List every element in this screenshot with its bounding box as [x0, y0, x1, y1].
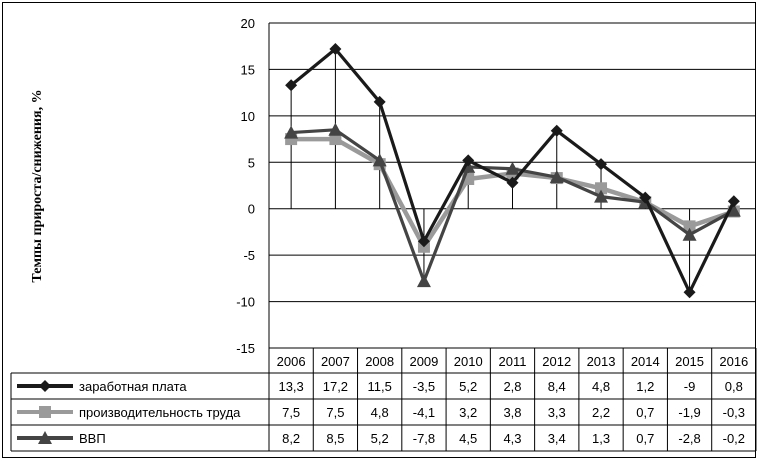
- table-cell-value: 2,8: [503, 379, 521, 394]
- data-point: [284, 125, 299, 139]
- table-cell-value: 7,5: [282, 405, 300, 420]
- table-cell-value: 4,5: [459, 431, 477, 446]
- data-point: [373, 95, 386, 108]
- table-cell-value: 13,3: [278, 379, 303, 394]
- data-table: 2006 2007 2008 2009 2010 2011 2012 2013 2014 2015…: [10, 347, 757, 452]
- data-point: [506, 176, 519, 189]
- table-cell-value: -9: [684, 379, 696, 394]
- table-cell-value: 0,8: [725, 379, 743, 394]
- table-cell-value: -7,8: [413, 431, 435, 446]
- data-point: [328, 122, 343, 136]
- y-tick-label: 20: [241, 16, 255, 31]
- y-tick-label: -10: [236, 295, 255, 310]
- table-cell-value: -2,8: [678, 431, 700, 446]
- data-point: [683, 286, 696, 299]
- data-point: [285, 79, 298, 92]
- table-cell-value: 3,8: [503, 405, 521, 420]
- x-category-label: 2015: [675, 354, 704, 369]
- table-cell-value: 0,7: [636, 431, 654, 446]
- table-cell-value: 7,5: [326, 405, 344, 420]
- table-cell-value: 4,3: [503, 431, 521, 446]
- table-cell-value: 3,2: [459, 405, 477, 420]
- x-category-label: 2016: [719, 354, 748, 369]
- data-point: [683, 220, 696, 233]
- legend-series-name: производительность труда: [79, 405, 241, 420]
- legend-marker: [39, 406, 51, 418]
- data-point: [372, 153, 387, 167]
- legend-marker: [38, 431, 52, 444]
- table-cell-value: 8,5: [326, 431, 344, 446]
- table-cell-value: 8,2: [282, 431, 300, 446]
- data-point: [416, 274, 431, 288]
- y-axis-label: Темпы прироста/снижения, %: [30, 89, 45, 282]
- x-category-label: 2008: [365, 354, 394, 369]
- data-point: [329, 43, 342, 55]
- y-tick-label: 15: [241, 62, 255, 77]
- y-tick-label: 0: [248, 202, 255, 217]
- x-category-label: 2007: [321, 354, 350, 369]
- legend-series-name: ВВП: [79, 431, 106, 446]
- x-category-label: 2014: [631, 354, 660, 369]
- table-cell-value: 1,3: [592, 431, 610, 446]
- table-cell-value: -1,9: [678, 405, 700, 420]
- table-cell-value: 2,2: [592, 405, 610, 420]
- table-cell-value: 11,5: [368, 379, 392, 394]
- table-cell-value: 3,3: [548, 405, 566, 420]
- x-category-label: 2010: [454, 354, 483, 369]
- data-point: [594, 189, 609, 203]
- table-cell-value: 8,4: [548, 379, 566, 394]
- data-point: [417, 235, 430, 248]
- data-point: [595, 182, 608, 195]
- table-cell-value: -4,1: [413, 405, 435, 420]
- data-point: [727, 195, 740, 208]
- data-point: [462, 154, 475, 167]
- y-axis-ticks: 20 15 10 5 0 -5 -10 -15: [236, 16, 255, 356]
- legend-marker: [39, 380, 51, 392]
- table-cell-value: 17,2: [323, 379, 348, 394]
- table-cell-value: 5,2: [459, 379, 477, 394]
- table-cell-value: 0,7: [636, 405, 654, 420]
- data-point: [682, 227, 697, 241]
- series-group: [284, 43, 741, 299]
- x-category-label: 2013: [587, 354, 616, 369]
- x-category-label: 2006: [277, 354, 306, 369]
- x-category-label: 2009: [409, 354, 438, 369]
- data-point: [505, 161, 520, 175]
- x-category-label: 2012: [542, 354, 571, 369]
- data-point: [549, 170, 564, 184]
- data-point: [550, 124, 563, 137]
- data-point: [595, 158, 608, 171]
- legend-series-name: заработная плата: [79, 379, 187, 394]
- table-cell-value: 3,4: [548, 431, 566, 446]
- table-cell-value: -0,3: [723, 405, 745, 420]
- table-cell-value: -3,5: [413, 379, 435, 394]
- y-tick-label: 5: [248, 155, 255, 170]
- table-cell-value: 4,8: [371, 405, 389, 420]
- x-category-label: 2011: [499, 354, 527, 369]
- data-point: [726, 203, 741, 217]
- table-cell-value: -0,2: [723, 431, 745, 446]
- y-tick-label: 10: [241, 109, 255, 124]
- data-point: [639, 191, 652, 204]
- table-cell-value: 1,2: [636, 379, 654, 394]
- y-tick-label: -15: [236, 341, 255, 356]
- y-tick-label: -5: [243, 248, 255, 263]
- data-point: [329, 133, 342, 146]
- table-cell-value: 5,2: [371, 431, 389, 446]
- table-cell-value: 4,8: [592, 379, 610, 394]
